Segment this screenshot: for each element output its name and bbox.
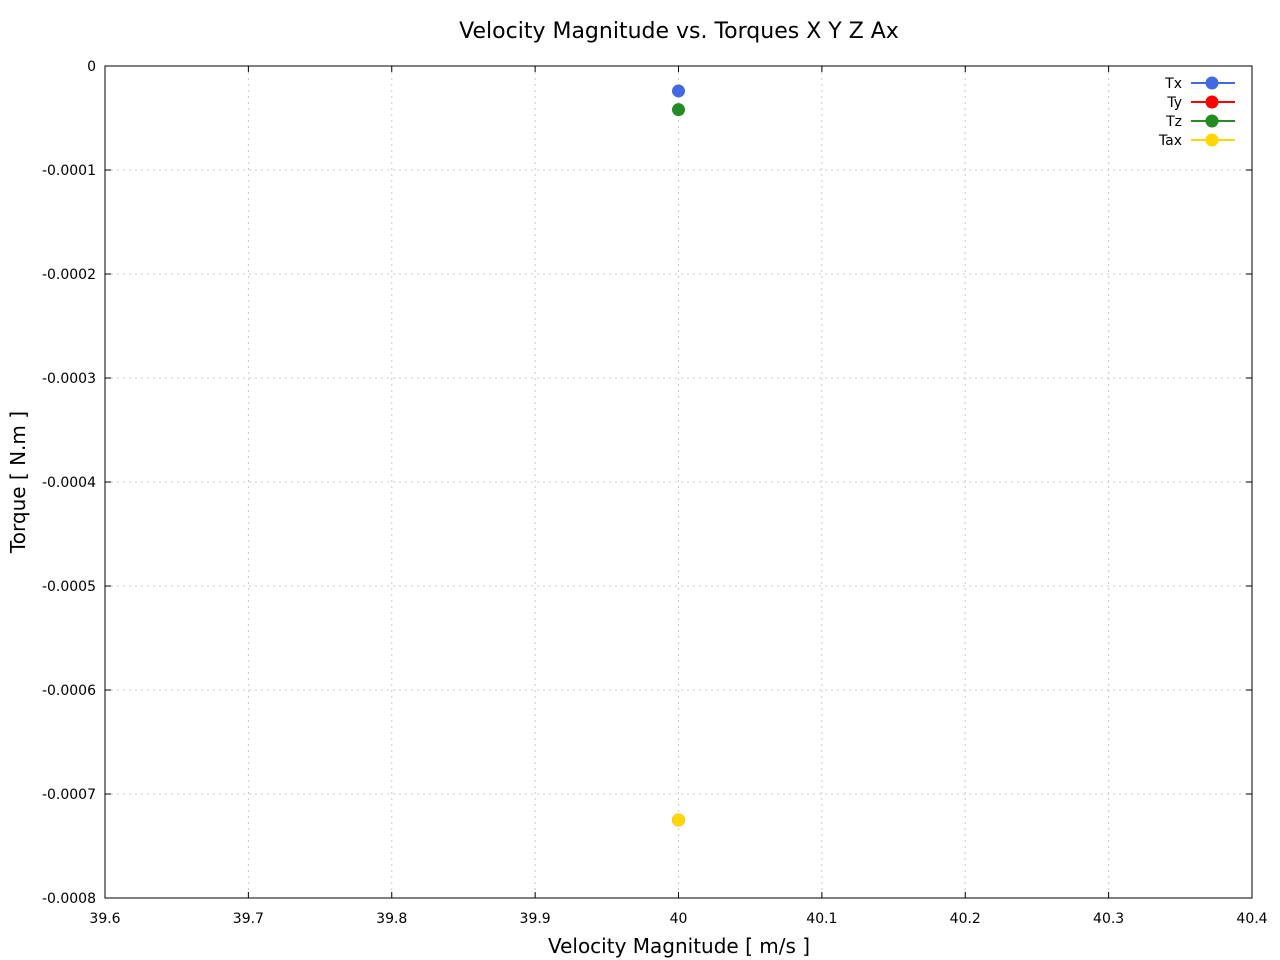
axis-ticks: 39.6 39.7 39.8 39.9 40 40.1 40.2 40.3 40.4 0 -0.00… xyxy=(42,59,1268,927)
y-tick-label: -0.0002 xyxy=(42,267,96,283)
y-tick-label: -0.0003 xyxy=(42,371,96,387)
data-point-tz xyxy=(672,103,685,117)
legend: Tx Ty Tz Tax xyxy=(1158,76,1235,149)
y-tick-label: -0.0007 xyxy=(42,787,96,803)
x-tick-label: 40.2 xyxy=(950,911,981,927)
x-tick-label: 40 xyxy=(670,911,688,927)
x-tick-label: 40.3 xyxy=(1093,911,1124,927)
y-tick-label: -0.0001 xyxy=(42,163,96,179)
legend-label: Tz xyxy=(1165,114,1182,130)
legend-marker xyxy=(1205,133,1219,147)
y-axis-label: Torque [ N.m ] xyxy=(6,411,30,554)
legend-item-tax: Tax xyxy=(1158,133,1235,149)
legend-label: Ty xyxy=(1166,95,1182,111)
y-tick-label: -0.0004 xyxy=(42,475,96,491)
grid-lines xyxy=(105,66,1252,898)
y-tick-label: -0.0008 xyxy=(42,891,96,907)
data-points xyxy=(672,84,685,827)
legend-marker xyxy=(1205,114,1219,128)
y-tick-label: -0.0006 xyxy=(42,683,96,699)
legend-label: Tx xyxy=(1164,76,1182,92)
x-tick-label: 39.7 xyxy=(233,911,264,927)
data-point-tx xyxy=(672,84,685,98)
legend-item-tx: Tx xyxy=(1164,76,1235,92)
data-point-tax xyxy=(672,813,685,827)
x-axis-label: Velocity Magnitude [ m/s ] xyxy=(548,934,810,958)
x-tick-label: 40.4 xyxy=(1236,911,1267,927)
legend-marker xyxy=(1205,76,1219,90)
y-tick-label: 0 xyxy=(87,59,96,75)
x-tick-label: 39.9 xyxy=(520,911,551,927)
x-tick-label: 39.6 xyxy=(89,911,120,927)
y-tick-label: -0.0005 xyxy=(42,579,96,595)
legend-item-ty: Ty xyxy=(1166,95,1235,111)
legend-item-tz: Tz xyxy=(1165,114,1235,130)
legend-marker xyxy=(1205,95,1219,109)
legend-label: Tax xyxy=(1158,133,1182,149)
chart-title: Velocity Magnitude vs. Torques X Y Z Ax xyxy=(459,19,899,44)
x-tick-label: 39.8 xyxy=(376,911,407,927)
x-tick-label: 40.1 xyxy=(806,911,837,927)
